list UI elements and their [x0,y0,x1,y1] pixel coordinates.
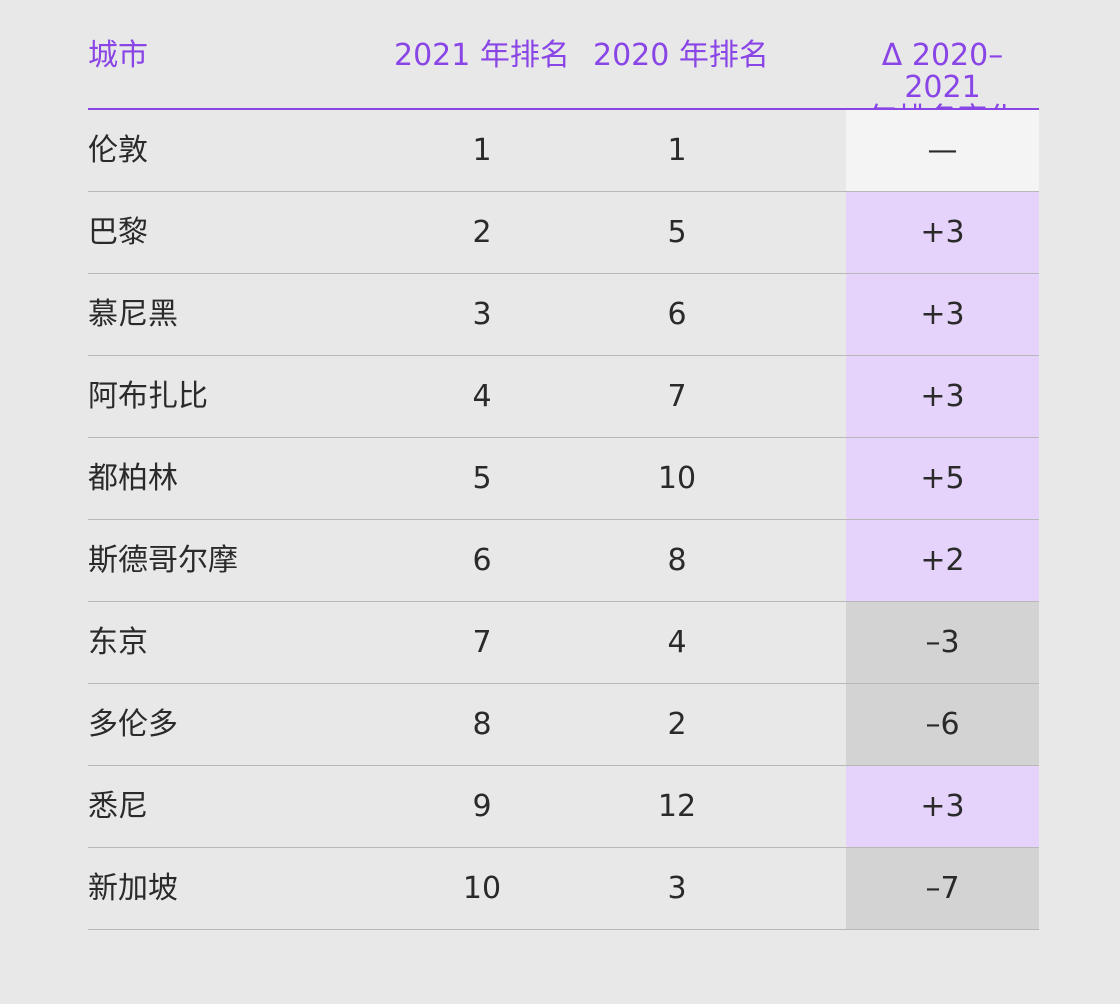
rank-2020-cell: 2 [667,707,687,742]
table-row: 新加坡 10 3 –7 [88,848,1039,930]
header-city: 城市 [88,38,148,73]
table-row: 悉尼 9 12 +3 [88,766,1039,848]
rank-change-cell: +3 [846,356,1039,437]
rank-2020-cell: 10 [657,461,697,496]
rank-change-cell: +3 [846,274,1039,355]
table-row: 慕尼黑 3 6 +3 [88,274,1039,356]
rank-change-cell: +5 [846,438,1039,519]
rank-2021-cell: 2 [472,215,492,250]
city-cell: 新加坡 [88,871,178,906]
rank-change-cell: –6 [846,684,1039,765]
city-cell: 多伦多 [88,707,178,742]
rank-2020-cell: 3 [667,871,687,906]
rank-change-cell: –7 [846,848,1039,929]
rank-change-cell: –3 [846,602,1039,683]
rank-change-cell: +2 [846,520,1039,601]
header-rank-2021: 2021 年排名 [394,38,570,73]
rank-2020-cell: 8 [667,543,687,578]
city-cell: 悉尼 [88,789,148,824]
rank-2020-cell: 12 [657,789,697,824]
table-row: 巴黎 2 5 +3 [88,192,1039,274]
rank-2020-cell: 4 [667,625,687,660]
rank-2020-cell: 1 [667,133,687,168]
city-cell: 斯德哥尔摩 [88,543,238,578]
table-row: 斯德哥尔摩 6 8 +2 [88,520,1039,602]
table-body: 伦敦 1 1 — 巴黎 2 5 +3 慕尼黑 3 6 +3 阿布扎比 4 7 +… [88,110,1039,930]
city-cell: 阿布扎比 [88,379,208,414]
rank-2020-cell: 6 [667,297,687,332]
city-cell: 伦敦 [88,133,148,168]
city-cell: 都柏林 [88,461,178,496]
rank-2021-cell: 8 [472,707,492,742]
header-rank-change-line1: Δ 2020–2021 [881,38,1004,105]
city-cell: 慕尼黑 [88,297,178,332]
city-cell: 东京 [88,625,148,660]
rank-2020-cell: 7 [667,379,687,414]
rank-2021-cell: 9 [472,789,492,824]
rank-2021-cell: 4 [472,379,492,414]
rank-change-cell: — [846,110,1039,191]
table-row: 阿布扎比 4 7 +3 [88,356,1039,438]
header-rank-2020: 2020 年排名 [593,38,769,73]
table-row: 伦敦 1 1 — [88,110,1039,192]
table-row: 多伦多 8 2 –6 [88,684,1039,766]
rank-2020-cell: 5 [667,215,687,250]
table-row: 都柏林 5 10 +5 [88,438,1039,520]
rank-change-cell: +3 [846,192,1039,273]
table-row: 东京 7 4 –3 [88,602,1039,684]
rank-2021-cell: 3 [472,297,492,332]
city-cell: 巴黎 [88,215,148,250]
rank-2021-cell: 10 [462,871,502,906]
city-ranking-table: 城市 2021 年排名 2020 年排名 Δ 2020–2021 年排名变化 伦… [88,30,1039,930]
rank-2021-cell: 7 [472,625,492,660]
rank-2021-cell: 6 [472,543,492,578]
rank-2021-cell: 1 [472,133,492,168]
rank-change-cell: +3 [846,766,1039,847]
rank-2021-cell: 5 [472,461,492,496]
table-header: 城市 2021 年排名 2020 年排名 Δ 2020–2021 年排名变化 [88,30,1039,136]
